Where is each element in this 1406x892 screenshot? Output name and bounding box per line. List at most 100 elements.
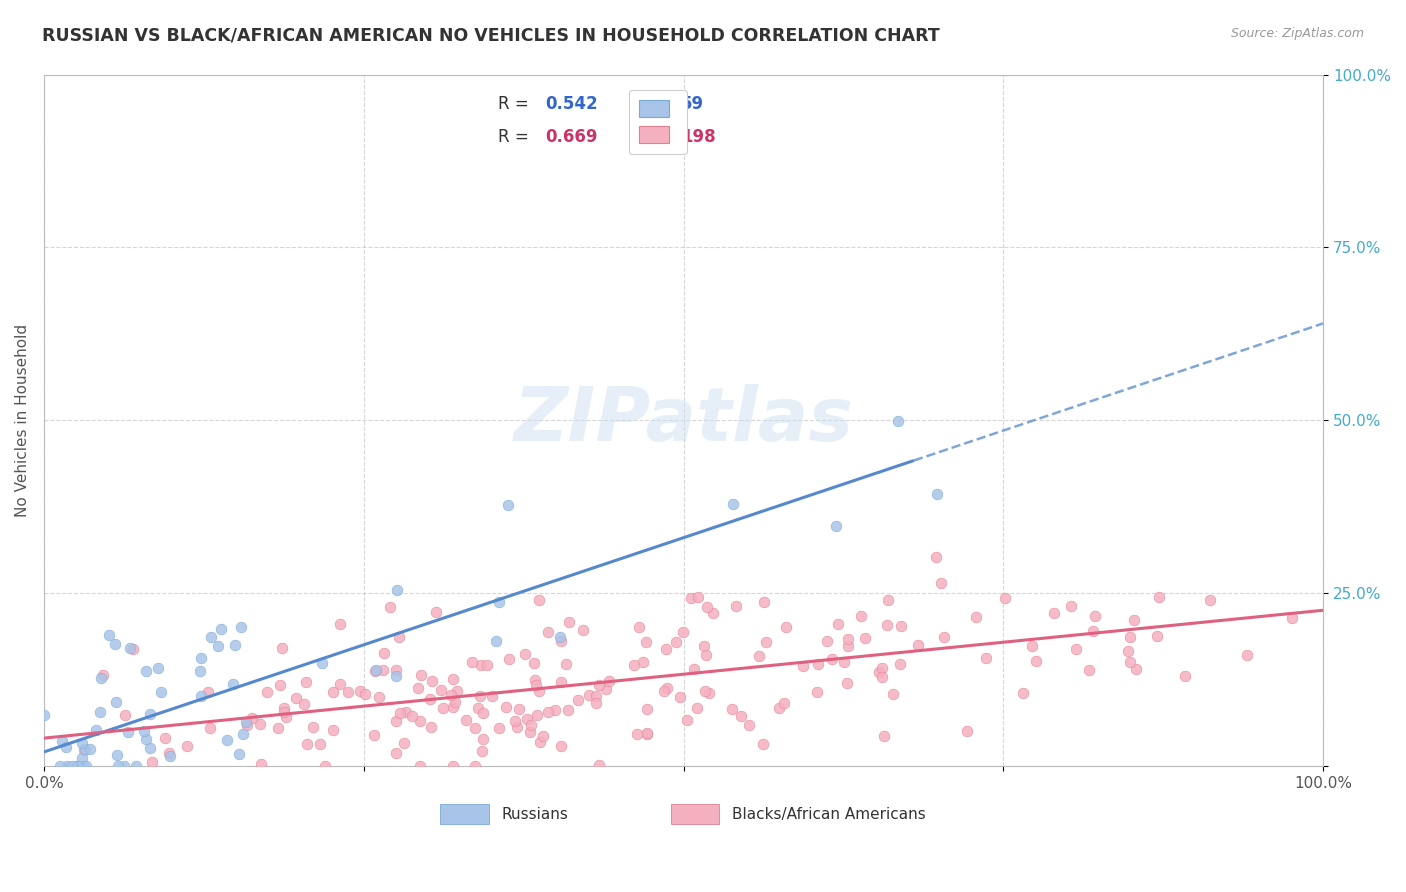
Point [827, 616, 849, 631]
Point [1236, 648, 1258, 663]
Point [55, 759, 77, 773]
Point [440, 688, 463, 702]
Point [70, 751, 93, 765]
Point [665, 635, 688, 649]
Point [868, 665, 890, 679]
Point [598, 673, 620, 688]
Point [395, 705, 418, 719]
Point [626, 727, 648, 741]
Point [468, 689, 491, 703]
Point [475, 658, 498, 673]
Point [249, 756, 271, 771]
Point [309, 737, 332, 751]
Point [738, 717, 761, 731]
Point [406, 681, 429, 695]
Point [889, 657, 911, 672]
Point [190, 690, 212, 704]
Point [273, 705, 295, 719]
Point [190, 651, 212, 665]
Point [1066, 642, 1088, 657]
Text: 0.669: 0.669 [546, 128, 598, 145]
Point [373, 646, 395, 660]
Point [890, 619, 912, 633]
Point [498, 651, 520, 665]
Point [141, 755, 163, 769]
Point [965, 610, 987, 624]
Point [139, 741, 162, 756]
Point [235, 714, 257, 729]
Point [470, 658, 492, 673]
Point [595, 681, 617, 696]
Point [349, 684, 371, 698]
Point [1147, 590, 1170, 604]
Point [98, 627, 121, 641]
Point [285, 690, 308, 705]
Point [623, 658, 645, 673]
Point [686, 700, 709, 714]
Point [520, 718, 543, 732]
Point [467, 701, 489, 715]
Point [65, 759, 87, 773]
Point [550, 633, 572, 648]
Point [537, 624, 560, 639]
Point [125, 759, 148, 773]
Point [773, 696, 796, 710]
Point [526, 708, 548, 723]
Point [792, 658, 814, 673]
Point [837, 640, 859, 654]
Point [364, 663, 387, 677]
Point [112, 759, 135, 773]
Point [441, 699, 464, 714]
Point [32, 708, 55, 723]
Point [221, 677, 243, 691]
Point [872, 729, 894, 743]
Point [446, 683, 468, 698]
Point [121, 642, 143, 657]
Point [322, 723, 344, 737]
Point [1174, 669, 1197, 683]
Point [388, 630, 411, 644]
Point [488, 595, 510, 609]
Point [55, 739, 77, 754]
Point [571, 623, 593, 637]
Point [1125, 662, 1147, 676]
Text: Blacks/African Americans: Blacks/African Americans [733, 806, 927, 822]
Point [929, 575, 952, 590]
Point [516, 712, 538, 726]
Point [207, 639, 229, 653]
Point [555, 657, 578, 671]
Point [956, 723, 979, 738]
Point [464, 721, 486, 735]
Point [485, 633, 508, 648]
Point [132, 724, 155, 739]
Point [394, 736, 416, 750]
Point [1060, 599, 1083, 614]
Point [1012, 686, 1035, 700]
Point [176, 739, 198, 753]
Point [1116, 644, 1139, 658]
Point [655, 681, 678, 695]
Point [496, 498, 519, 512]
Point [90, 671, 112, 685]
Point [523, 656, 546, 670]
Point [806, 685, 828, 699]
Point [872, 661, 894, 675]
Point [256, 684, 278, 698]
Point [876, 592, 898, 607]
Point [636, 726, 658, 740]
Point [139, 707, 162, 722]
Point [925, 550, 948, 565]
Point [721, 702, 744, 716]
Point [585, 689, 607, 703]
Point [70, 736, 93, 750]
Point [274, 710, 297, 724]
Point [695, 648, 717, 662]
Point [472, 732, 495, 747]
Legend: , : , [628, 90, 688, 154]
Point [159, 748, 181, 763]
Point [495, 700, 517, 714]
Point [380, 599, 402, 614]
Point [385, 668, 408, 682]
Point [105, 748, 128, 763]
Y-axis label: No Vehicles in Household: No Vehicles in Household [15, 324, 30, 516]
